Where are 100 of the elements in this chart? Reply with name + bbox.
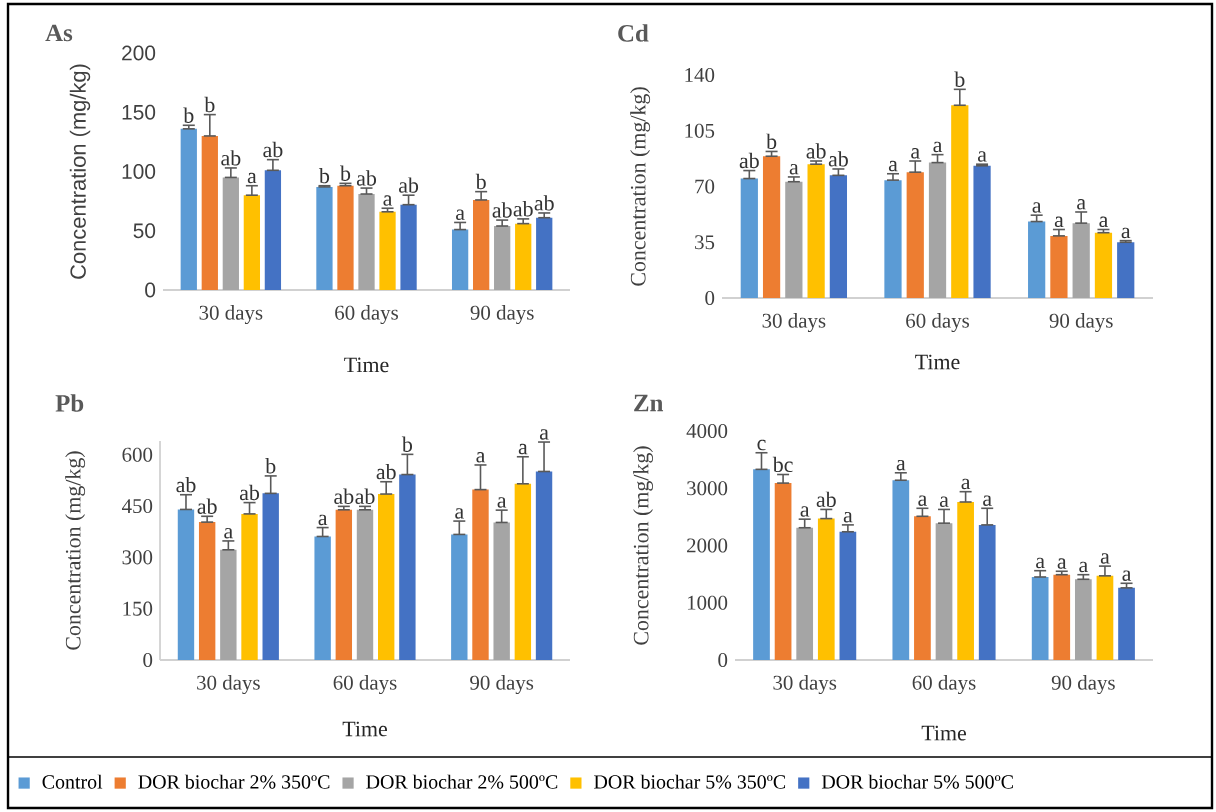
x-tick-label: 90 days [470,305,534,325]
y-axis-title: Concentration (mg/kg) [633,446,654,645]
annotation: a [961,478,971,490]
x-tick-label: 90 days [470,675,534,695]
annotation: a [939,496,949,508]
bar [951,105,969,298]
bar [356,509,374,660]
chart-title: Pb [55,394,84,412]
y-tick-label: 4000 [686,423,728,439]
annotation: a [1054,216,1064,228]
annotation: ab [334,488,354,504]
bar [884,180,902,298]
bar [379,211,396,290]
annotation: ab [221,150,241,166]
bar [536,217,553,290]
annotation: ab [197,498,217,514]
y-tick-label: 1000 [687,595,728,610]
bar [337,185,354,290]
x-axis-title: Time [915,354,960,370]
y-axis-title: Concentration (mg/kg) [69,64,91,279]
annotation: a [933,141,943,153]
annotation: ab [492,202,512,218]
annotation: ab [263,141,283,158]
annotation: ab [176,476,196,493]
legend-label: DOR biochar 5% 500ºC [821,774,1013,789]
bar [264,170,282,290]
bar [978,524,996,660]
bar [177,509,195,660]
y-tick-label: 3000 [687,481,728,496]
x-tick-label: 90 days [1051,675,1115,695]
bar [198,522,216,660]
bar [906,172,924,298]
bar [817,518,835,660]
x-tick-label: 60 days [912,675,976,695]
annotation: a [318,514,328,526]
y-tick-label: 300 [122,550,153,565]
bar [220,549,237,660]
legend-label: DOR biochar 5% 350ºC [594,774,786,789]
x-axis-title: Time [342,721,387,737]
chart-title: Zn [634,394,664,412]
annotation: ab [513,201,533,217]
bar [1118,587,1135,660]
annotation: ab [806,143,826,159]
y-tick-label: 0 [718,652,728,668]
bar [762,156,781,298]
y-tick-label: 0 [705,290,715,306]
bar [472,489,489,660]
bar [473,199,490,290]
annotation: a [1122,570,1132,581]
annotation: ab [356,170,377,186]
y-tick-label: 100 [122,164,156,179]
annotation: b [766,133,777,150]
x-tick-label: 60 days [906,313,970,333]
annotation: bc [772,456,793,473]
annotation: a [1099,216,1109,228]
annotation: ab [355,488,375,504]
annotation: a [896,459,906,471]
bar [243,195,261,290]
annotation: a [1079,561,1088,573]
y-axis-title: Concentration (mg/kg) [65,451,86,650]
annotation: a [497,497,507,508]
annotation: a [1077,199,1086,210]
bar [515,223,532,290]
bar [1053,574,1071,660]
annotation: b [401,436,413,452]
annotation: ab [828,151,848,167]
annotation: a [1100,553,1110,564]
bar [807,164,825,298]
bar [753,469,770,660]
annotation: c [757,439,766,451]
legend-label: DOR biochar 2% 500ºC [366,774,558,789]
annotation: b [340,165,351,181]
bar [180,128,197,290]
x-tick-label: 30 days [197,675,260,695]
annotation: a [247,172,257,184]
bar [957,501,974,660]
y-tick-label: 70 [695,179,715,194]
bar [514,483,532,660]
annotation: a [800,506,810,517]
y-tick-label: 0 [145,282,156,298]
y-axis-title: Concentration (mg/kg) [630,87,651,286]
bar [451,229,469,290]
bar [1096,575,1114,660]
annotation: a [983,495,992,506]
y-tick-label: 105 [685,123,715,138]
bar [1094,232,1113,298]
x-tick-label: 60 days [333,675,397,695]
y-tick-label: 150 [123,601,153,616]
bar [785,181,803,298]
bar [1072,223,1090,298]
bar [892,480,910,660]
annotation: ab [239,484,260,501]
x-axis-title: Time [921,725,967,741]
bar [1074,579,1092,660]
annotation: b [318,167,330,184]
bar [400,204,417,290]
x-axis-title: Time [344,357,389,373]
bar [262,493,279,660]
annotation: a [1121,227,1131,239]
bar [839,531,857,660]
